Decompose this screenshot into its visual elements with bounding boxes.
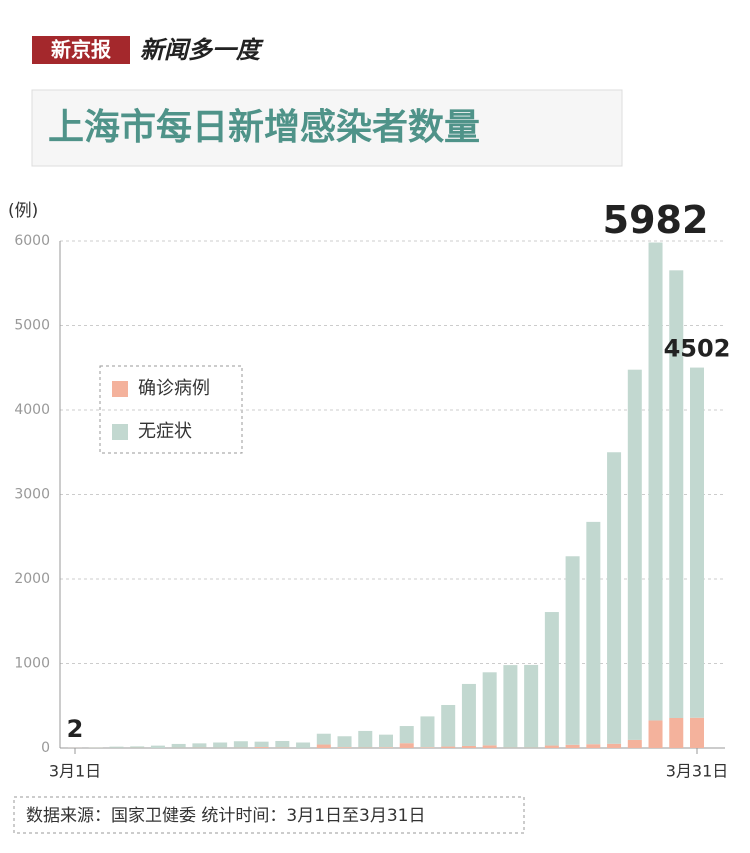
bar-segment xyxy=(586,744,601,748)
bar-segment xyxy=(254,747,269,748)
title-box xyxy=(31,89,623,167)
bar-segment xyxy=(399,726,414,744)
legend-swatch xyxy=(112,424,128,440)
legend-label: 无症状 xyxy=(138,421,192,442)
bar-segment xyxy=(482,672,497,746)
bar-segment xyxy=(399,743,414,748)
y-axis-label: (例) xyxy=(8,201,38,221)
y-tick-label: 6000 xyxy=(14,233,50,249)
bar-segment xyxy=(441,746,456,748)
brand: 新京报 xyxy=(51,38,111,62)
bar-segment xyxy=(192,743,207,748)
chart-title: 上海市每日新增感染者数量 xyxy=(48,107,480,148)
bar-segment xyxy=(461,683,476,746)
legend-swatch xyxy=(112,381,128,397)
bar-segment xyxy=(607,452,622,744)
bar-segment xyxy=(420,747,435,748)
bar-segment xyxy=(503,665,518,748)
bar-segment xyxy=(524,664,539,748)
bar-segment xyxy=(565,744,580,748)
bar-segment xyxy=(358,730,373,748)
bar-segment xyxy=(254,741,269,748)
y-tick-label: 5000 xyxy=(14,318,50,334)
y-tick-label: 3000 xyxy=(14,487,50,503)
bar-segment xyxy=(586,521,601,745)
total-label: 4502 xyxy=(664,335,731,363)
bar-segment xyxy=(627,369,642,740)
bar-segment xyxy=(130,746,145,748)
bar-segment xyxy=(669,270,684,719)
bar-segment xyxy=(150,745,165,748)
bar-segment xyxy=(420,716,435,748)
bar-segment xyxy=(461,745,476,748)
bar-segment xyxy=(316,744,331,748)
total-label: 2 xyxy=(67,715,84,743)
bar-segment xyxy=(627,739,642,748)
y-tick-label: 1000 xyxy=(14,656,50,672)
y-tick-label: 2000 xyxy=(14,571,50,587)
bar-segment xyxy=(379,734,393,748)
brand-slogan: 新闻多一度 xyxy=(140,36,264,64)
bar-segment xyxy=(544,745,559,748)
x-tick-label: 3月31日 xyxy=(666,762,729,781)
bar-segment xyxy=(296,742,311,748)
bar-segment xyxy=(690,717,704,748)
source: 数据来源：国家卫健委 统计时间：3月1日至3月31日 xyxy=(26,806,425,826)
bar-segment xyxy=(648,242,663,721)
bar-segment xyxy=(213,742,228,748)
bar-segment xyxy=(171,743,186,748)
bar-segment xyxy=(337,736,352,748)
legend-label: 确诊病例 xyxy=(138,378,210,399)
bar-segment xyxy=(316,733,331,745)
brand-box xyxy=(32,36,130,64)
bar-segment xyxy=(275,740,290,748)
x-tick-label: 3月1日 xyxy=(49,762,101,781)
bar-segment xyxy=(669,718,684,748)
source-box xyxy=(13,796,525,834)
bar-segment xyxy=(441,704,456,747)
total-label: 5982 xyxy=(603,198,709,242)
bar-segment xyxy=(482,745,497,748)
bar-segment xyxy=(648,720,663,748)
y-tick-label: 4000 xyxy=(14,402,50,418)
bar-segment xyxy=(565,556,580,745)
bar-segment xyxy=(337,747,352,748)
y-tick-label: 0 xyxy=(41,740,50,756)
bar-segment xyxy=(544,612,559,746)
bar-segment xyxy=(690,367,704,718)
bar-segment xyxy=(233,741,248,748)
bar-segment xyxy=(109,746,124,748)
bar-segment xyxy=(379,747,393,748)
bar-segment xyxy=(607,743,622,748)
